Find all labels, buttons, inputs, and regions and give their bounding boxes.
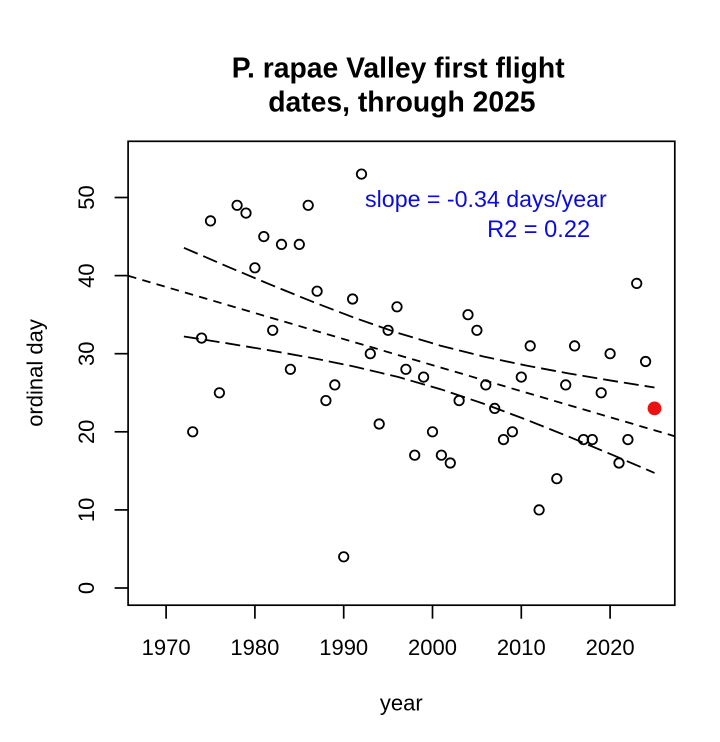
svg-text:dates, through 2025: dates, through 2025 bbox=[268, 86, 535, 118]
svg-text:50: 50 bbox=[74, 185, 99, 209]
svg-text:year: year bbox=[380, 691, 423, 716]
svg-text:0: 0 bbox=[74, 582, 99, 594]
svg-text:10: 10 bbox=[74, 498, 99, 522]
svg-text:2010: 2010 bbox=[497, 635, 546, 660]
svg-text:2000: 2000 bbox=[408, 635, 457, 660]
svg-text:P. rapae Valley first flight: P. rapae Valley first flight bbox=[232, 51, 565, 83]
svg-text:slope = -0.34 days/year: slope = -0.34 days/year bbox=[365, 186, 607, 212]
svg-text:40: 40 bbox=[74, 263, 99, 287]
svg-text:1990: 1990 bbox=[319, 635, 368, 660]
svg-text:R2 = 0.22: R2 = 0.22 bbox=[487, 217, 590, 243]
svg-text:ordinal day: ordinal day bbox=[22, 319, 47, 427]
svg-text:1970: 1970 bbox=[142, 635, 191, 660]
svg-text:30: 30 bbox=[74, 341, 99, 365]
svg-text:2020: 2020 bbox=[586, 635, 635, 660]
svg-text:1980: 1980 bbox=[230, 635, 279, 660]
svg-text:20: 20 bbox=[74, 420, 99, 444]
